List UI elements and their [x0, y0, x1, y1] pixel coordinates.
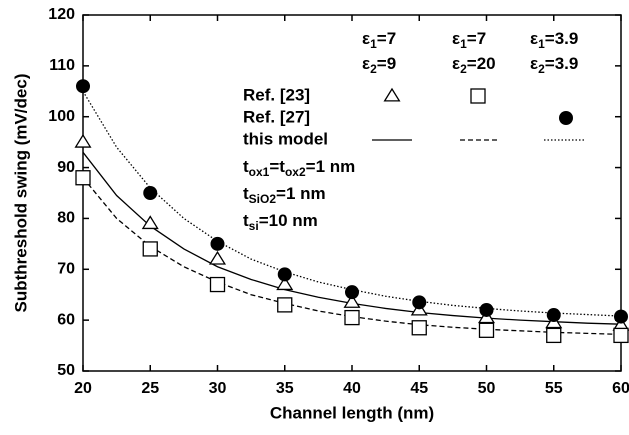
- square-marker: [546, 327, 562, 344]
- legend-label: Ref. [27]: [243, 107, 310, 126]
- legend-text-part: =1 nm: [276, 184, 326, 203]
- y-tick-label: 70: [57, 261, 75, 278]
- x-tick-label: 25: [141, 380, 159, 397]
- legend-text-part: ε: [362, 54, 370, 73]
- legend-text-part: t: [243, 184, 249, 203]
- legend-text: ε1=7: [362, 29, 396, 51]
- triangle-marker: [74, 133, 92, 148]
- legend-text-part: 2: [370, 62, 377, 76]
- square-marker: [75, 170, 91, 186]
- legend-text-part: ε: [530, 54, 538, 73]
- circle-marker: [277, 267, 292, 282]
- legend-text-part: =t: [269, 157, 285, 176]
- circle-marker: [76, 79, 90, 94]
- legend-text: ε1=3.9: [530, 29, 578, 51]
- square-marker: [209, 276, 226, 293]
- legend-text-part: SiO2: [249, 192, 277, 206]
- x-tick-label: 35: [276, 380, 294, 397]
- legend-text-part: ε: [452, 29, 460, 48]
- legend-text-part: si: [249, 219, 259, 233]
- circle-marker: [345, 285, 359, 300]
- y-axis-label: Subthreshold swing (mV/dec): [11, 74, 30, 313]
- x-tick-label: 60: [612, 380, 629, 397]
- square-marker: [613, 327, 629, 344]
- y-tick-label: 50: [57, 362, 75, 379]
- legend-text-part: ox2: [285, 165, 306, 179]
- legend-text: tox1=tox2=1 nm: [243, 157, 355, 179]
- y-tick-label: 110: [49, 57, 75, 74]
- circle-marker: [143, 186, 158, 200]
- legend-text-part: ε: [362, 29, 370, 48]
- legend-text: tSiO2=1 nm: [243, 184, 326, 206]
- circle-marker: [614, 309, 628, 324]
- legend-text-part: 1: [370, 37, 377, 51]
- triangle-marker: [343, 294, 361, 308]
- square-marker: [411, 320, 427, 336]
- x-tick-label: 50: [478, 380, 496, 397]
- model-curve: [82, 177, 622, 336]
- legend-label: Ref. [23]: [243, 85, 310, 104]
- model-curve: [82, 90, 622, 317]
- y-tick-label: 100: [48, 108, 75, 125]
- legend-label: this model: [243, 129, 328, 148]
- x-tick-label: 20: [74, 380, 92, 397]
- triangle-marker: [383, 87, 401, 102]
- legend-text-part: ox1: [249, 165, 270, 179]
- legend-text-part: 2: [538, 62, 545, 76]
- legend-text-part: ε: [452, 54, 460, 73]
- y-tick-label: 90: [57, 159, 75, 176]
- legend-text-part: t: [243, 211, 249, 230]
- legend-text: ε2=20: [452, 54, 496, 76]
- circle-marker: [546, 308, 561, 323]
- y-tick-label: 60: [57, 311, 75, 328]
- legend-text: ε1=7: [452, 29, 486, 51]
- circle-marker: [479, 302, 494, 317]
- legend-text-part: =3.9: [545, 29, 579, 48]
- legend-text-part: =7: [467, 29, 486, 48]
- square-marker: [344, 309, 360, 326]
- y-tick-label: 80: [57, 210, 75, 227]
- legend-text-part: 1: [460, 37, 467, 51]
- square-marker: [470, 88, 486, 104]
- square-marker: [277, 297, 293, 313]
- legend-text-part: =3.9: [545, 54, 579, 73]
- triangle-marker: [208, 250, 227, 265]
- legend-text: ε2=3.9: [530, 54, 578, 76]
- legend-text-part: 2: [460, 62, 467, 76]
- legend-text: ε2=9: [362, 54, 396, 76]
- x-tick-label: 55: [545, 380, 563, 397]
- x-tick-label: 40: [343, 380, 361, 397]
- circle-marker: [412, 295, 427, 310]
- square-marker: [478, 322, 495, 338]
- legend-text-part: =7: [377, 29, 396, 48]
- legend-text-part: =9: [377, 54, 396, 73]
- legend-text-part: =20: [467, 54, 496, 73]
- legend-text-part: t: [243, 157, 249, 176]
- triangle-marker: [141, 215, 159, 230]
- circle-marker: [559, 111, 573, 125]
- x-tick-label: 45: [410, 380, 428, 397]
- x-tick-label: 30: [209, 380, 227, 397]
- legend-text-part: 1: [538, 37, 545, 51]
- legend-text-part: ε: [530, 29, 538, 48]
- circle-marker: [210, 236, 225, 251]
- legend-text: tsi=10 nm: [243, 211, 318, 233]
- square-marker: [142, 241, 158, 257]
- legend-text-part: =10 nm: [259, 211, 318, 230]
- legend-text-part: =1 nm: [306, 157, 356, 176]
- y-tick-label: 120: [48, 6, 75, 23]
- x-axis-label: Channel length (nm): [270, 403, 434, 422]
- triangle-marker: [276, 276, 294, 291]
